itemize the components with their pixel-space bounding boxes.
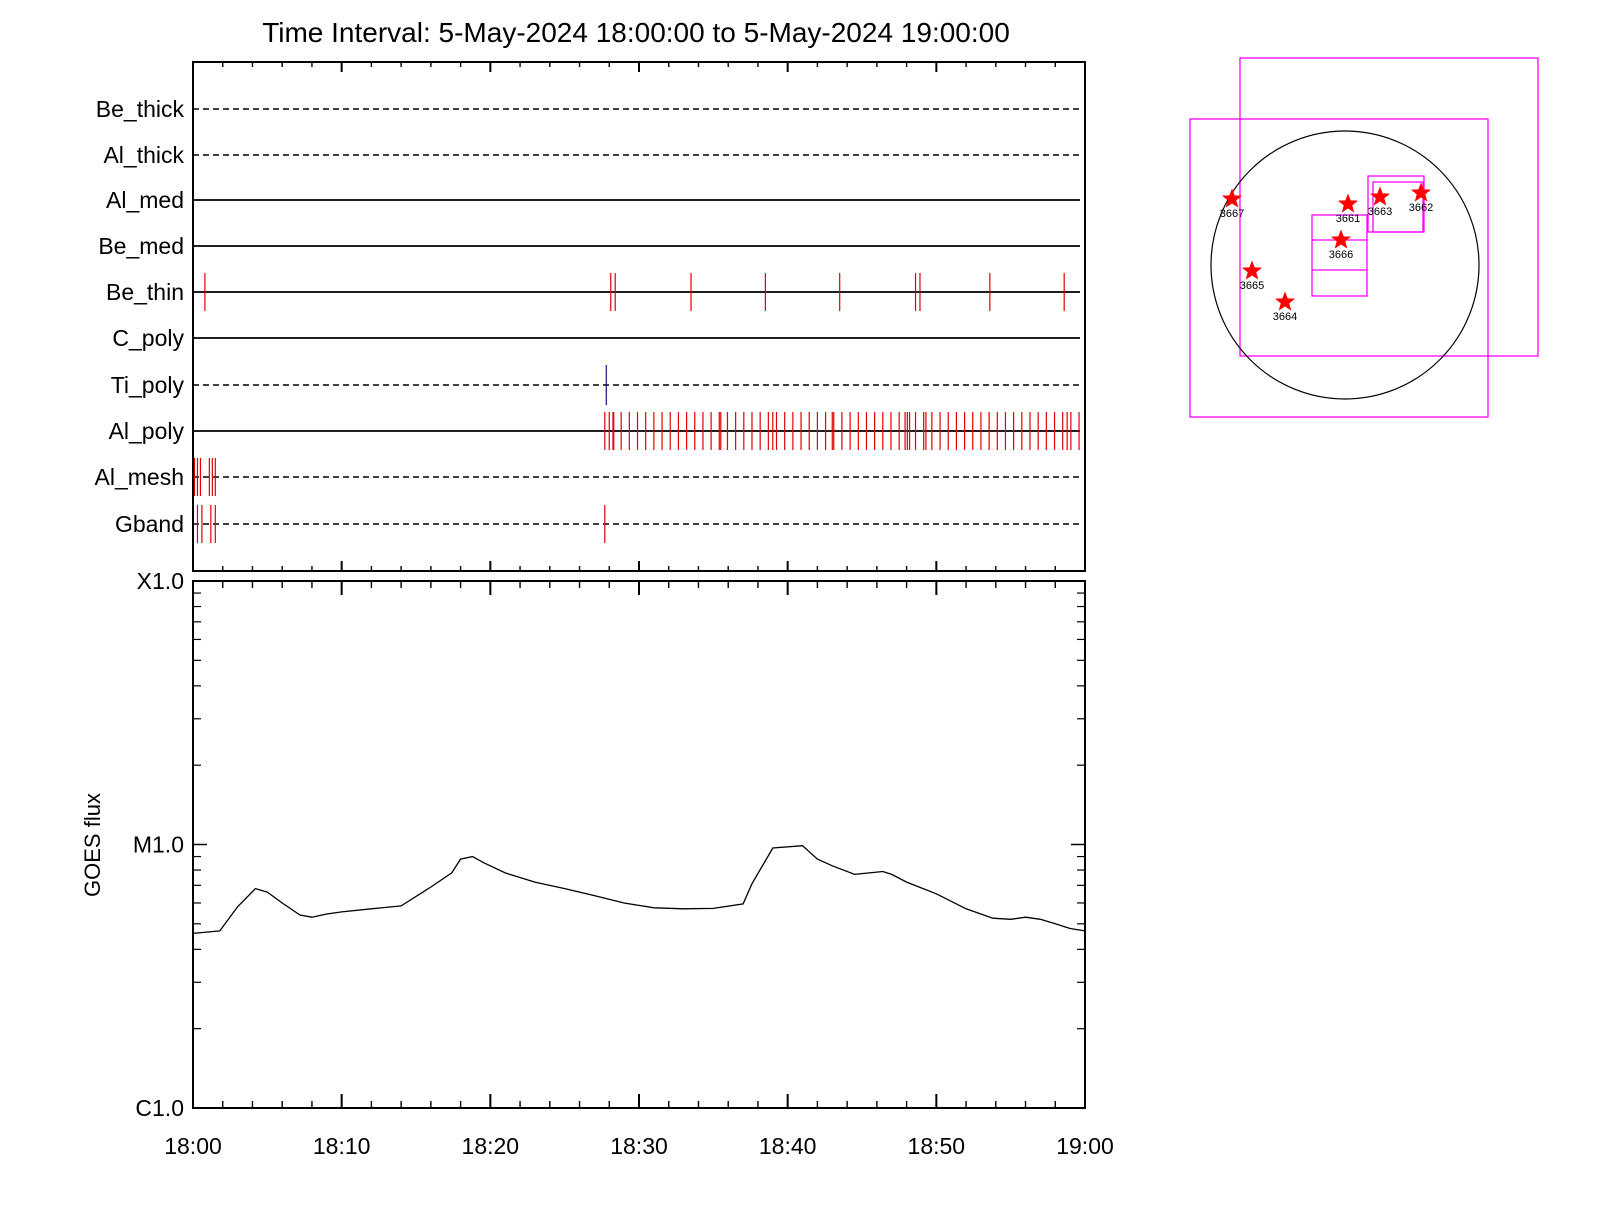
fov-box <box>1239 57 1539 357</box>
y-tick-label: C1.0 <box>135 1095 184 1121</box>
active-region-label-3665: 3665 <box>1240 280 1264 292</box>
y-tick-label: X1.0 <box>137 568 184 594</box>
goes-flux-panel: C1.0 M1.0 X1.0 18:00 18:10 18:20 18:30 18:40 18:… <box>80 568 1114 1159</box>
filter-label-be_med: Be_med <box>98 233 184 259</box>
active-region-label-3667: 3667 <box>1220 208 1244 220</box>
filter-label-be_thin: Be_thin <box>106 279 184 305</box>
y-tick-label: M1.0 <box>133 832 184 858</box>
x-tick-label: 18:20 <box>462 1133 520 1159</box>
active-region-marker-3662 <box>1410 182 1432 202</box>
fov-box <box>1311 214 1368 297</box>
active-region-label-3664: 3664 <box>1273 311 1297 323</box>
x-tick-label: 18:30 <box>610 1133 668 1159</box>
active-region-marker-3663 <box>1369 186 1391 206</box>
solar-disk-map: 3667 3661 3663 3662 3666 3665 3664 <box>1189 57 1539 418</box>
filter-label-c_poly: C_poly <box>112 325 184 351</box>
x-tick-label: 18:40 <box>759 1133 817 1159</box>
active-region-label-3662: 3662 <box>1409 202 1433 214</box>
y-axis-label: GOES flux <box>80 793 105 897</box>
goes-frame <box>192 580 1086 1109</box>
x-tick-label: 19:00 <box>1056 1133 1114 1159</box>
fov-box <box>1189 118 1489 418</box>
x-tick-label: 18:10 <box>313 1133 371 1159</box>
filter-timeline-panel: Be_thick Al_thick Al_med Be_med Be_thin C_pol… <box>95 61 1086 572</box>
filter-label-al_poly: Al_poly <box>109 418 185 444</box>
filter-label-al_thick: Al_thick <box>103 142 184 168</box>
fov-box <box>1372 181 1424 233</box>
active-region-marker-3666 <box>1330 229 1352 249</box>
active-region-label-3661: 3661 <box>1336 213 1360 225</box>
filter-label-gband: Gband <box>115 511 184 537</box>
goes-flux-line <box>192 845 1086 935</box>
chart-title: Time Interval: 5-May-2024 18:00:00 to 5-… <box>262 17 1010 48</box>
filter-label-al_med: Al_med <box>106 187 184 213</box>
x-tick-label: 18:50 <box>908 1133 966 1159</box>
active-region-marker-3667 <box>1221 188 1243 208</box>
filter-label-al_mesh: Al_mesh <box>95 464 184 490</box>
x-tick-label: 18:00 <box>164 1133 222 1159</box>
active-region-marker-3664 <box>1274 291 1296 311</box>
timeline-frame <box>192 61 1086 572</box>
active-region-marker-3661 <box>1337 193 1359 213</box>
solar-limb <box>1210 130 1480 400</box>
filter-label-be_thick: Be_thick <box>96 96 185 122</box>
active-region-marker-3665 <box>1241 260 1263 280</box>
filter-label-ti_poly: Ti_poly <box>111 372 185 398</box>
active-region-label-3666: 3666 <box>1329 249 1353 261</box>
active-region-label-3663: 3663 <box>1368 206 1392 218</box>
